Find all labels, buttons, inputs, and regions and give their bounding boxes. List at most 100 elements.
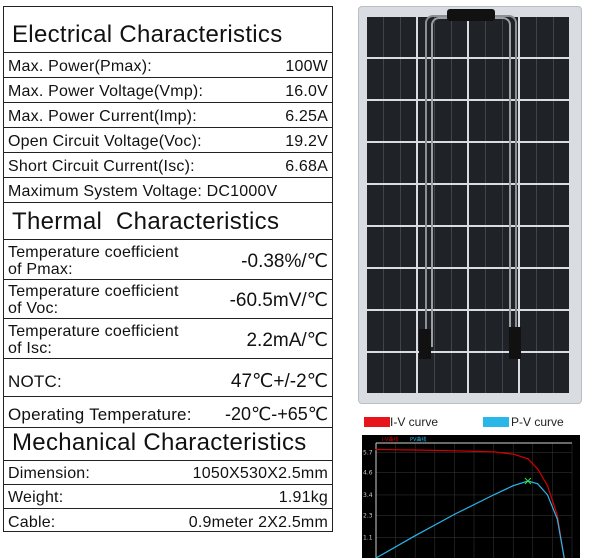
solar-cell bbox=[367, 59, 416, 99]
iv-curve-point bbox=[453, 450, 455, 452]
cell-busbar bbox=[434, 227, 436, 267]
chart-y-tick-label: 2.3 bbox=[363, 512, 373, 519]
mc4-connector-right bbox=[509, 327, 521, 359]
junction-box bbox=[447, 9, 495, 21]
thermal-header: Thermal Characteristics bbox=[4, 203, 332, 240]
cell-busbar bbox=[501, 227, 503, 267]
cell-busbar bbox=[501, 311, 503, 351]
cell-busbar bbox=[434, 185, 436, 225]
legend-iv-swatch bbox=[364, 417, 390, 427]
iv-curve-point bbox=[493, 451, 495, 453]
spec-value: 0.9meter 2X2.5mm bbox=[188, 514, 328, 531]
spec-row-dimension: Dimension: 1050X530X2.5mm bbox=[4, 461, 332, 485]
spec-value: 2.2mA/℃ bbox=[246, 330, 328, 351]
spec-row-isc: Short Circuit Current(Isc): 6.68A bbox=[4, 153, 332, 178]
cell-busbar bbox=[485, 227, 487, 267]
cell-busbar bbox=[552, 185, 554, 225]
cell-busbar bbox=[536, 227, 538, 267]
solar-cell bbox=[520, 269, 569, 309]
spec-label-line1: Temperature coefficient bbox=[8, 283, 179, 300]
solar-cell bbox=[520, 143, 569, 183]
spec-label: Max. Power(Pmax): bbox=[8, 58, 152, 75]
cell-busbar bbox=[552, 353, 554, 393]
spec-label: Operating Temperature: bbox=[8, 405, 192, 424]
cell-busbar bbox=[383, 17, 385, 57]
solar-panel-image bbox=[358, 6, 582, 404]
chart-y-tick-label: 3.4 bbox=[363, 492, 373, 499]
iv-curve-point bbox=[512, 453, 514, 455]
solar-cell bbox=[520, 353, 569, 393]
cell-busbar bbox=[399, 269, 401, 309]
solar-cell bbox=[367, 353, 416, 393]
electrical-header: Electrical Characteristics bbox=[4, 7, 332, 53]
cell-busbar bbox=[536, 185, 538, 225]
legend-pv-swatch bbox=[483, 417, 509, 427]
spec-label: Weight: bbox=[8, 489, 64, 506]
cell-busbar bbox=[536, 269, 538, 309]
spec-row-system-voltage: Maximum System Voltage: DC1000V bbox=[4, 178, 332, 203]
pv-curve-point bbox=[493, 494, 495, 496]
spec-label: Short Circuit Current(Isc): bbox=[8, 158, 195, 175]
legend-iv: I-V curve bbox=[364, 415, 482, 429]
cell-busbar bbox=[485, 101, 487, 141]
spec-row-pmax: Max. Power(Pmax): 100W bbox=[4, 53, 332, 78]
cell-busbar bbox=[434, 353, 436, 393]
cell-busbar bbox=[399, 59, 401, 99]
chart-series-label-pv: PV曲线 bbox=[410, 436, 426, 443]
iv-curve-point bbox=[414, 449, 416, 451]
spec-value: 47℃+/-2℃ bbox=[230, 371, 328, 392]
mc4-connector-left bbox=[419, 329, 431, 359]
cell-busbar bbox=[552, 17, 554, 57]
panel-cable-right bbox=[425, 15, 517, 345]
iv-curve-line bbox=[375, 448, 565, 558]
pv-curve-point bbox=[453, 513, 455, 516]
cell-busbar bbox=[399, 311, 401, 351]
cell-busbar bbox=[552, 101, 554, 141]
cell-busbar bbox=[485, 269, 487, 309]
cell-busbar bbox=[552, 269, 554, 309]
spec-value: 16.0V bbox=[285, 83, 328, 100]
cell-busbar bbox=[536, 353, 538, 393]
iv-curve-point bbox=[546, 485, 549, 487]
spec-label-line1: Temperature coefficient bbox=[8, 323, 179, 340]
cell-busbar bbox=[485, 185, 487, 225]
cell-busbar bbox=[450, 101, 452, 141]
spec-label-line1: Temperature coefficient bbox=[8, 244, 179, 261]
pv-curve-point bbox=[546, 494, 549, 496]
spec-label-line2: of Isc: bbox=[8, 340, 53, 357]
spec-value: 1.91kg bbox=[278, 489, 328, 506]
cell-busbar bbox=[552, 59, 554, 99]
solar-cell bbox=[520, 311, 569, 351]
cell-busbar bbox=[383, 269, 385, 309]
legend-iv-label: I-V curve bbox=[390, 415, 439, 429]
spec-row-weight: Weight: 1.91kg bbox=[4, 485, 332, 509]
cell-busbar bbox=[501, 59, 503, 99]
legend-pv: P-V curve bbox=[483, 415, 599, 429]
chart-y-tick-label: 5.7 bbox=[363, 449, 373, 456]
solar-cell bbox=[367, 17, 416, 57]
solar-cell bbox=[367, 269, 416, 309]
spec-table: Electrical Characteristics Max. Power(Pm… bbox=[3, 6, 333, 532]
spec-value: 19.2V bbox=[285, 133, 328, 150]
solar-cell bbox=[367, 311, 416, 351]
spec-label: Max. Power Voltage(Vmp): bbox=[8, 83, 204, 100]
cell-busbar bbox=[450, 269, 452, 309]
cell-busbar bbox=[501, 101, 503, 141]
spec-row-temp-pmax: Temperature coefficient of Pmax: -0.38%/… bbox=[4, 240, 332, 280]
chart-y-tick-label: 4.6 bbox=[363, 470, 373, 477]
cell-busbar bbox=[399, 143, 401, 183]
pv-curve-line bbox=[375, 480, 565, 558]
iv-curve-point bbox=[375, 448, 377, 451]
cell-busbar bbox=[383, 311, 385, 351]
cell-busbar bbox=[552, 311, 554, 351]
spec-row-vmp: Max. Power Voltage(Vmp): 16.0V bbox=[4, 78, 332, 103]
cell-busbar bbox=[399, 353, 401, 393]
cell-busbar bbox=[434, 17, 436, 57]
cell-busbar bbox=[399, 101, 401, 141]
spec-label: Temperature coefficient of Pmax: bbox=[8, 244, 179, 278]
spec-value: 6.68A bbox=[285, 158, 328, 175]
cell-busbar bbox=[536, 101, 538, 141]
mechanical-title: Mechanical Characteristics bbox=[12, 429, 307, 456]
thermal-title: Thermal Characteristics bbox=[12, 208, 280, 235]
iv-pv-chart: 5.7 4.6 3.4 2.3 1.1 I-V曲线 PV曲线 bbox=[362, 435, 580, 558]
